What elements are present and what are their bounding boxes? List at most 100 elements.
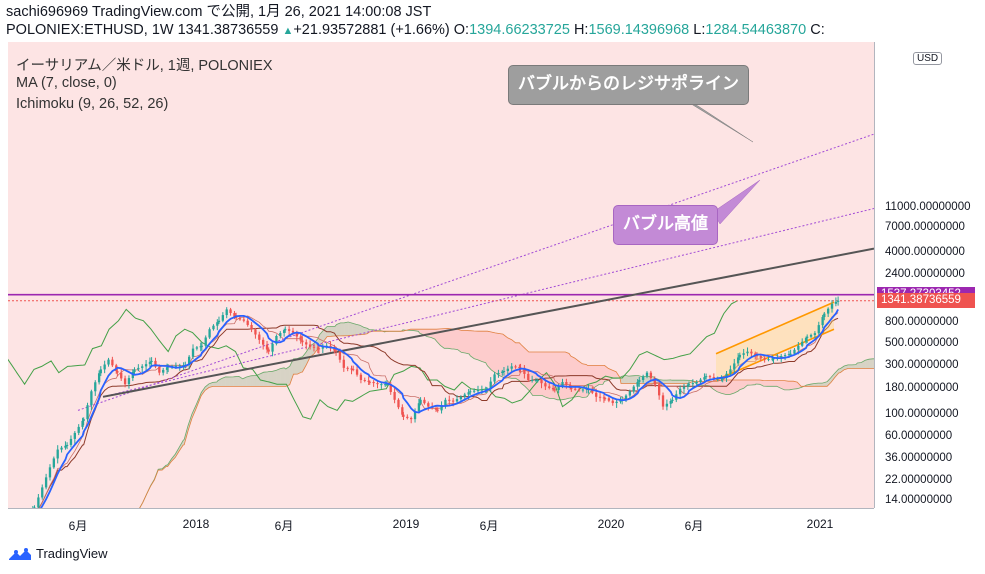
candle-body bbox=[451, 400, 455, 402]
legend-symbol[interactable]: イーサリアム／米ドル, 1週, POLONIEX bbox=[16, 58, 273, 74]
ichimoku-cloud-segment bbox=[478, 331, 482, 362]
ichimoku-cloud-segment bbox=[246, 375, 251, 387]
ichimoku-cloud-segment bbox=[272, 370, 277, 387]
candle-body bbox=[703, 377, 706, 380]
candle-body bbox=[367, 380, 370, 382]
time-axis[interactable]: 6月 2018 6月 2019 6月 2020 6月 2021 bbox=[8, 508, 874, 539]
candle-body bbox=[250, 324, 253, 330]
ichimoku-cloud-segment bbox=[763, 380, 768, 387]
candle-body bbox=[804, 337, 808, 342]
candle-body bbox=[338, 351, 342, 360]
candle-body bbox=[645, 372, 649, 377]
candle-body bbox=[291, 330, 295, 333]
legend-ichimoku[interactable]: Ichimoku (9, 26, 52, 26) bbox=[16, 96, 169, 112]
ichimoku-cloud-segment bbox=[481, 331, 486, 363]
candle-body bbox=[305, 342, 308, 345]
candle-body bbox=[262, 339, 265, 345]
ichimoku-cloud-segment bbox=[263, 371, 268, 387]
time-tick-label: 2021 bbox=[806, 517, 834, 531]
candle-body bbox=[246, 320, 249, 325]
candle-body bbox=[372, 382, 375, 384]
ichimoku-cloud-segment bbox=[285, 366, 290, 387]
ichimoku-cloud-segment bbox=[453, 328, 458, 350]
candle-body bbox=[699, 379, 702, 383]
price-tick-label: 22.00000000 bbox=[885, 473, 953, 486]
candle-body bbox=[725, 373, 728, 379]
ichimoku-cloud-segment bbox=[485, 331, 488, 366]
price-tick-label: 7000.00000000 bbox=[885, 221, 965, 234]
candle-body bbox=[607, 398, 611, 401]
ichimoku-cloud-segment bbox=[268, 371, 273, 387]
price-chart[interactable] bbox=[8, 42, 874, 508]
candle-body bbox=[116, 371, 119, 373]
candle-body bbox=[148, 361, 152, 365]
ichimoku-cloud-segment bbox=[457, 329, 462, 353]
ichimoku-cloud-segment bbox=[175, 447, 180, 458]
candle-body bbox=[150, 360, 153, 362]
legend-ma[interactable]: MA (7, close, 0) bbox=[16, 75, 117, 91]
candle-body bbox=[380, 384, 383, 386]
ichimoku-cloud-segment bbox=[755, 379, 756, 385]
candle-body bbox=[638, 379, 641, 382]
ichimoku-cloud-segment bbox=[784, 380, 789, 390]
ichimoku-cloud-segment bbox=[276, 368, 281, 387]
ichimoku-cloud-segment bbox=[491, 331, 496, 373]
candle-body bbox=[536, 379, 539, 381]
ichimoku-cloud-segment bbox=[461, 330, 466, 354]
candle-body bbox=[628, 391, 632, 396]
candle-body bbox=[212, 325, 215, 330]
candle-body bbox=[242, 319, 245, 321]
ichimoku-cloud-segment bbox=[872, 358, 874, 369]
candle-body bbox=[704, 376, 708, 378]
candle-body bbox=[721, 378, 724, 380]
candle-body bbox=[823, 313, 826, 318]
tradingview-logo[interactable]: TradingView bbox=[8, 546, 108, 561]
ichimoku-cloud-segment bbox=[730, 379, 735, 395]
candle-body bbox=[178, 365, 181, 367]
ichimoku-cloud-segment bbox=[301, 356, 303, 373]
ichimoku-cloud-segment bbox=[255, 373, 260, 387]
support-callout-pointer bbox=[687, 101, 754, 143]
ohlc-header: POLONIEX:ETHUSD, 1W 1341.38736559 ▲+21.9… bbox=[6, 22, 825, 40]
candle-body bbox=[217, 320, 221, 323]
ichimoku-cloud-segment bbox=[612, 370, 617, 379]
ichimoku-cloud-segment bbox=[221, 376, 226, 387]
ichimoku-cloud-segment bbox=[267, 371, 269, 387]
ichimoku-cloud-segment bbox=[519, 342, 522, 384]
tradingview-brand: TradingView bbox=[36, 546, 108, 561]
tradingview-logo-icon bbox=[9, 547, 31, 560]
candle-body bbox=[434, 408, 438, 410]
chart-plot-area[interactable]: イーサリアム／米ドル, 1週, POLONIEX MA (7, close, 0… bbox=[8, 42, 874, 508]
ichimoku-cloud-segment bbox=[503, 335, 508, 378]
candle-body bbox=[817, 325, 820, 334]
candle-body bbox=[577, 389, 581, 391]
ichimoku-cloud-segment bbox=[818, 383, 823, 387]
currency-badge[interactable]: USD bbox=[913, 52, 943, 65]
ichimoku-cloud-segment bbox=[788, 381, 790, 390]
time-tick-label: 2018 bbox=[182, 517, 210, 531]
candle-body bbox=[56, 449, 59, 459]
candle-body bbox=[530, 379, 534, 381]
price-axis[interactable]: USD 11000.00000000 7000.00000000 4000.0000… bbox=[874, 42, 985, 508]
time-tick-label: 6月 bbox=[68, 519, 88, 533]
candle-body bbox=[602, 397, 606, 399]
support-line-callout[interactable]: バブルからのレジサポライン bbox=[508, 65, 749, 105]
candle-body bbox=[86, 405, 89, 420]
ichimoku-cloud-segment bbox=[857, 362, 862, 369]
ma-7-line bbox=[39, 308, 839, 508]
ichimoku-cloud-segment bbox=[498, 333, 503, 378]
ichimoku-cloud-segment bbox=[822, 382, 824, 387]
candle-body bbox=[712, 377, 715, 379]
candle-body bbox=[565, 382, 568, 385]
time-tick-label: 6月 bbox=[274, 519, 294, 533]
ichimoku-cloud-segment bbox=[444, 328, 449, 349]
candle-body bbox=[174, 365, 178, 367]
bubble-high-callout[interactable]: バブル高値 bbox=[613, 205, 718, 245]
candle-body bbox=[469, 391, 472, 393]
candle-body bbox=[423, 399, 426, 404]
candle-body bbox=[834, 301, 838, 304]
ichimoku-cloud-segment bbox=[595, 365, 599, 387]
candle-body bbox=[69, 438, 73, 445]
candle-body bbox=[746, 351, 749, 354]
candle-body bbox=[187, 356, 191, 365]
